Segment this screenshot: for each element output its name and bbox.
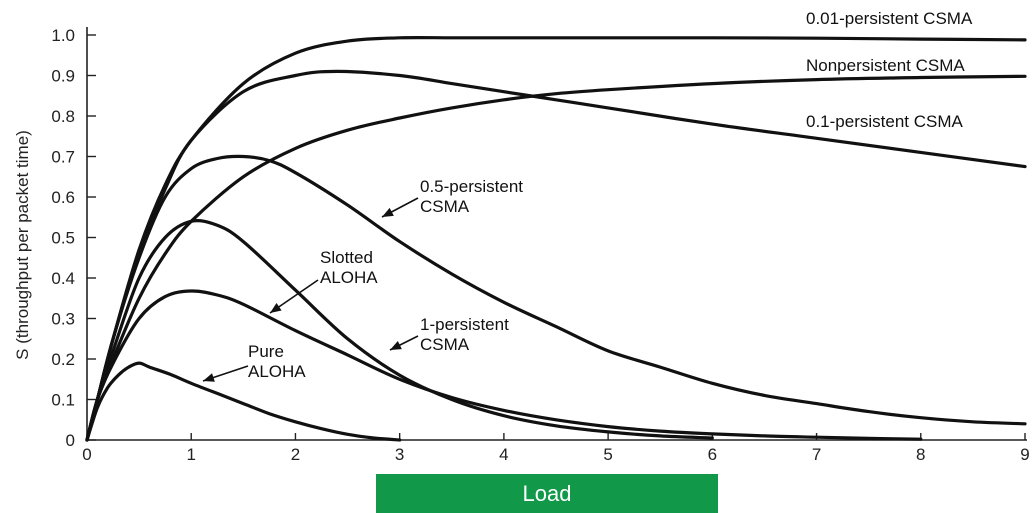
x-tick-label: 4	[499, 445, 508, 464]
x-tick-label: 9	[1020, 445, 1029, 464]
series-line-1-persistent-csma	[85, 219, 714, 442]
series-line-pure-aloha	[85, 361, 402, 442]
y-tick-label: 0.2	[51, 350, 75, 369]
y-tick-label: 0.4	[51, 269, 75, 288]
series-labels: Pure ALOHA Slotted ALOHA 1-persistent CSMA 0.5…	[202, 9, 973, 382]
x-tick-label: 3	[395, 445, 404, 464]
series-line-0.01-persistent-csma	[85, 35, 1027, 442]
y-tick-label: 0.9	[51, 67, 75, 86]
ticks: 0 1 2 3 4 5 6 7 8 9 0 0.1 0.2 0.3 0.4 0.5 0.6 0.7 0.8 0.9 1.…	[51, 26, 1029, 464]
series-line-nonpersistent-csma	[85, 74, 1027, 442]
curves	[85, 35, 1027, 442]
y-tick-label: 0.8	[51, 107, 75, 126]
x-tick-label: 7	[812, 445, 821, 464]
x-tick-label: 6	[708, 445, 717, 464]
throughput-chart: 0 1 2 3 4 5 6 7 8 9 0 0.1 0.2 0.3 0.4 0.5 0.6 0.7 0.8 0.9 1.…	[13, 9, 1030, 464]
series-line-slotted-aloha	[85, 289, 923, 442]
y-tick-label: 0.5	[51, 229, 75, 248]
series-label-0.5-persistent-csma: 0.5-persistent CSMA	[420, 177, 523, 216]
x-tick-label: 8	[916, 445, 925, 464]
arrow-head	[270, 303, 282, 313]
x-tick-label: 1	[186, 445, 195, 464]
y-tick-label: 0.7	[51, 148, 75, 167]
x-tick-label: 2	[291, 445, 300, 464]
y-tick-label: 0.6	[51, 188, 75, 207]
arrow-head	[382, 207, 394, 217]
y-tick-label: 0.1	[51, 391, 75, 410]
series-label-slotted-aloha: Slotted ALOHA	[320, 248, 378, 287]
series-label-0.01-persistent-csma: 0.01-persistent CSMA	[806, 9, 973, 28]
arrow-head	[203, 373, 215, 382]
series-line-0.5-persistent-csma	[85, 154, 1027, 442]
series-label-nonpersistent-csma: Nonpersistent CSMA	[806, 56, 965, 75]
y-tick-label: 0	[66, 431, 75, 450]
x-tick-label: 5	[603, 445, 612, 464]
x-tick-label: 0	[82, 445, 91, 464]
arrow-head	[390, 341, 402, 350]
series-label-1-persistent-csma: 1-persistent CSMA	[420, 315, 509, 354]
y-tick-label: 1.0	[51, 26, 75, 45]
series-label-0.1-persistent-csma: 0.1-persistent CSMA	[806, 112, 963, 131]
y-axis-title: S (throughput per packet time)	[13, 130, 32, 360]
load-label-box: Load	[376, 474, 718, 513]
load-label: Load	[522, 480, 572, 506]
y-tick-label: 0.3	[51, 310, 75, 329]
series-label-pure-aloha: Pure ALOHA	[248, 342, 306, 381]
axes	[86, 27, 1027, 441]
